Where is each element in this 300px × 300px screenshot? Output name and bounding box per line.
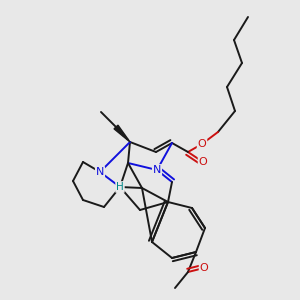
Text: N: N <box>153 165 161 175</box>
Polygon shape <box>114 125 130 142</box>
Text: O: O <box>199 157 207 167</box>
Text: O: O <box>200 263 208 273</box>
Text: N: N <box>96 167 104 177</box>
Text: O: O <box>198 139 206 149</box>
Text: H: H <box>116 182 124 192</box>
